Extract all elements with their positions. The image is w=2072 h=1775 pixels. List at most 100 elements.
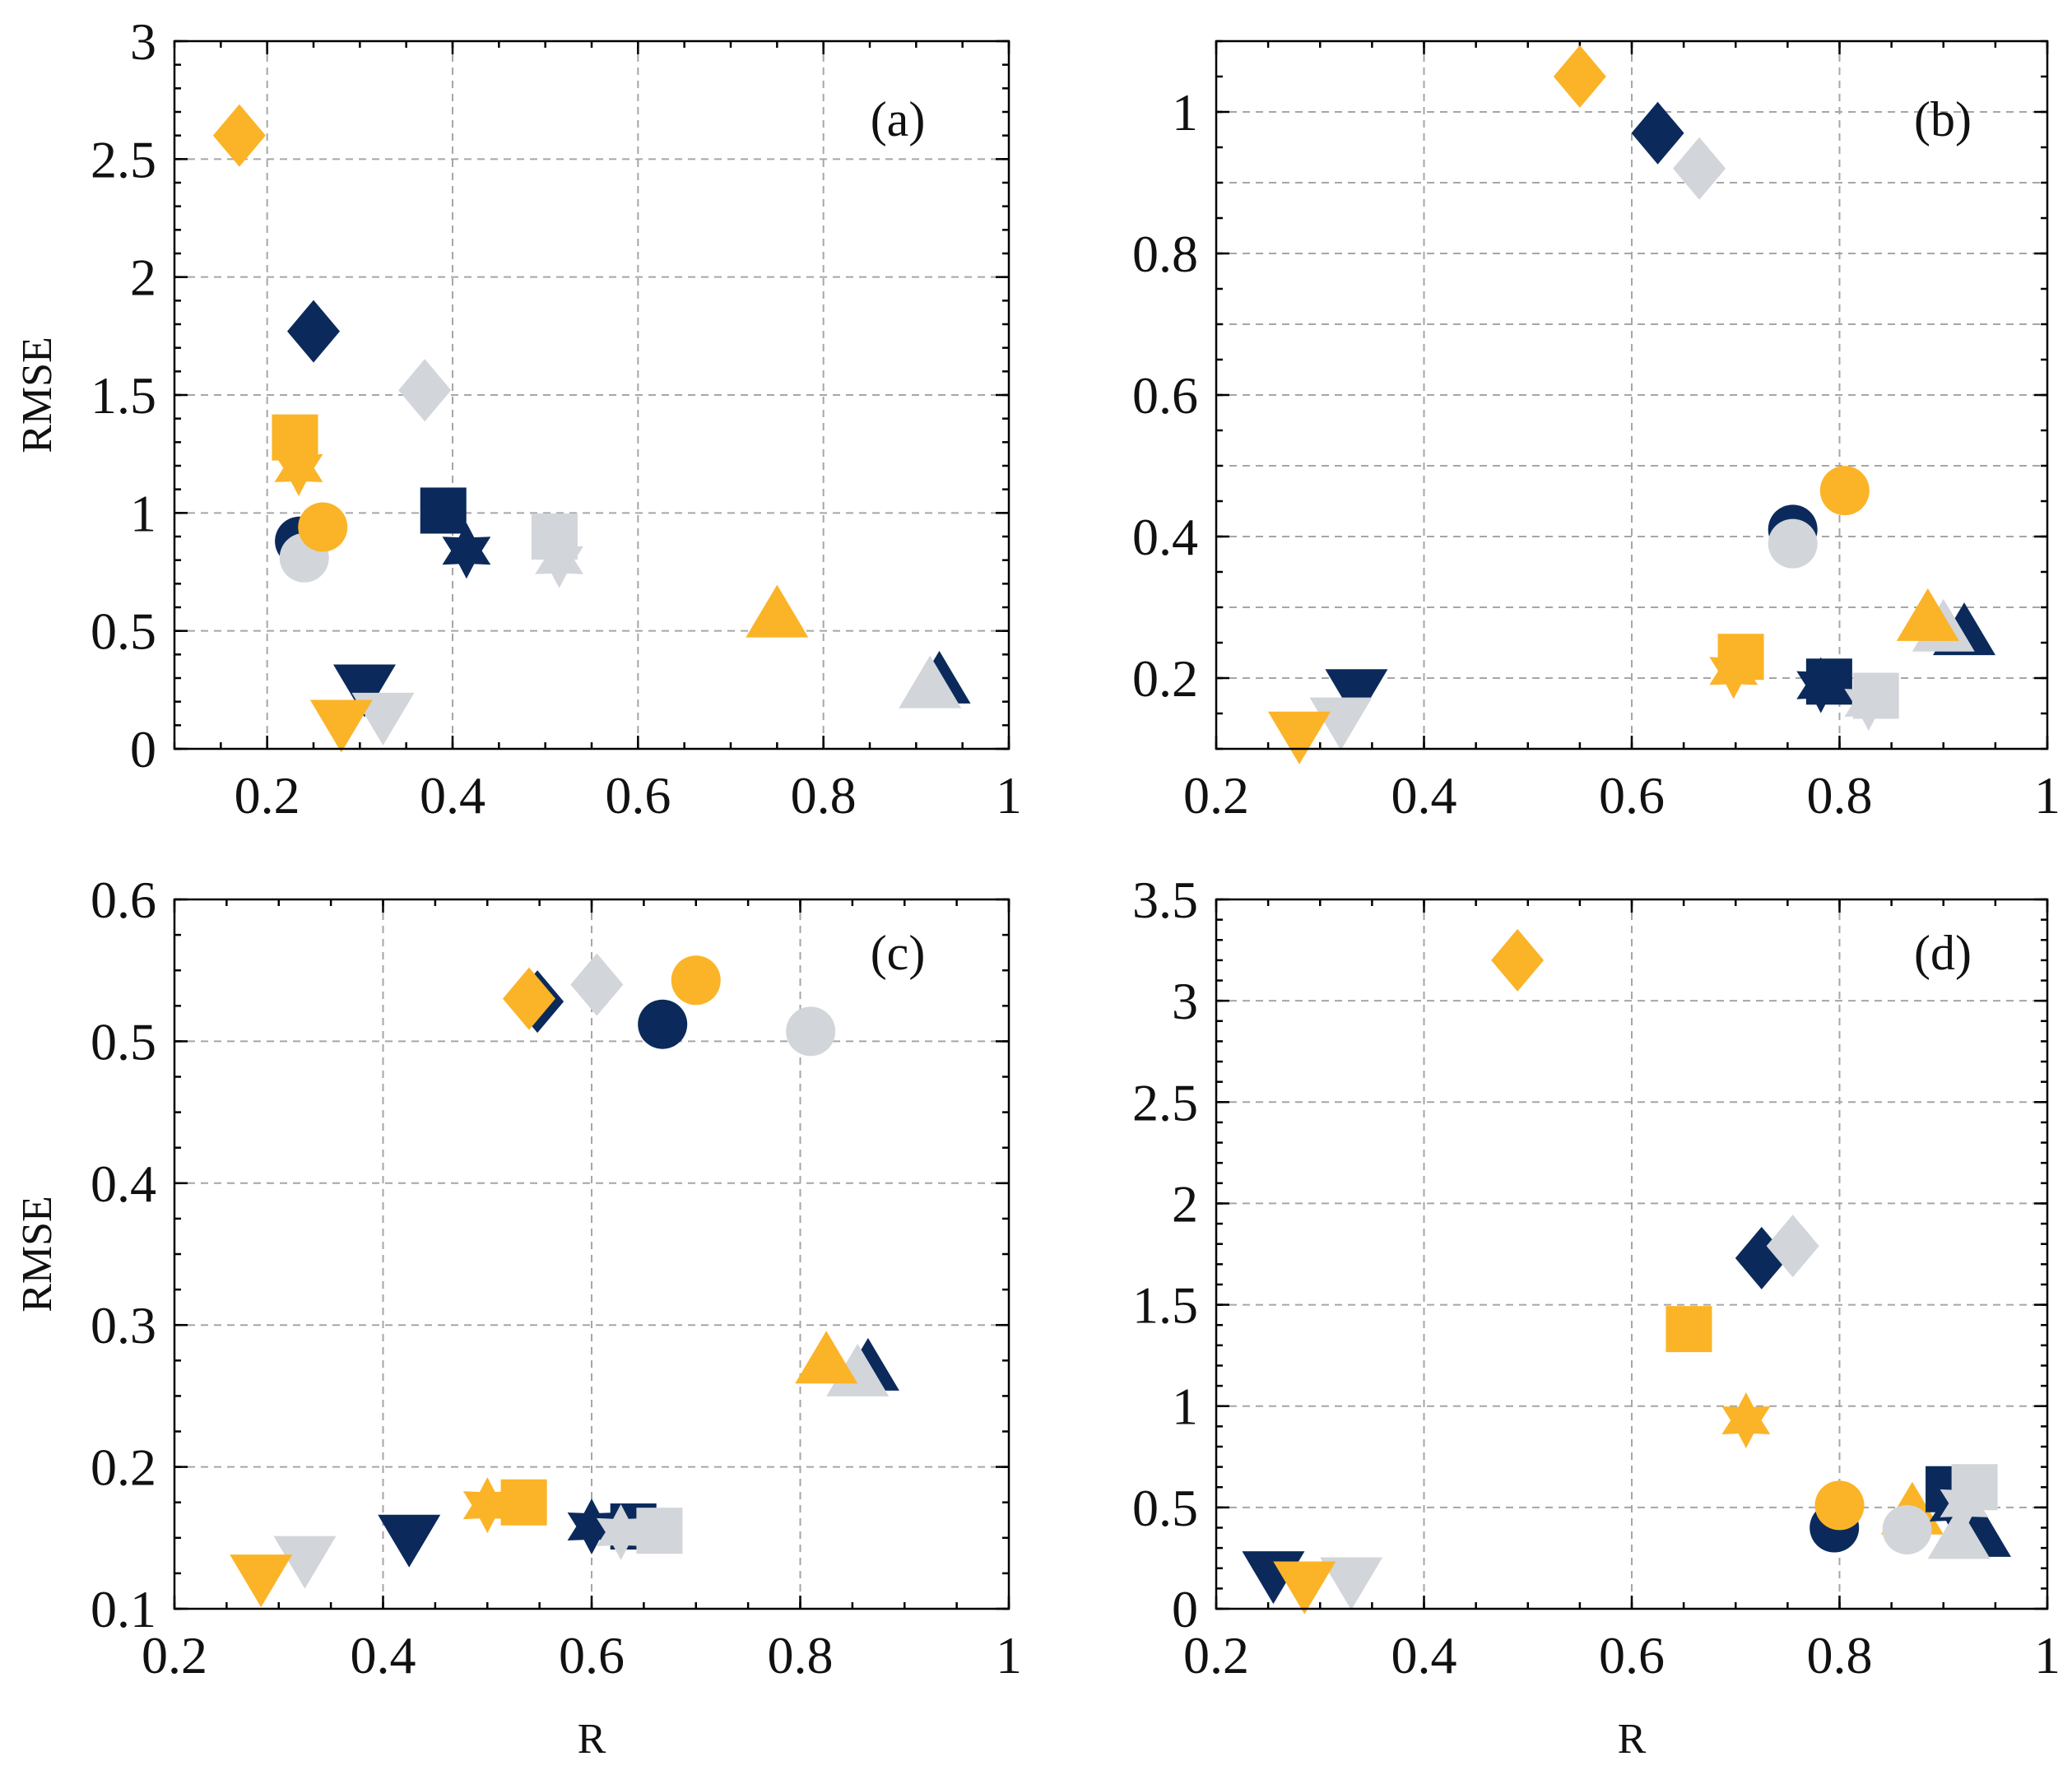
markers xyxy=(1242,928,2011,1615)
x-tick-label: 1 xyxy=(2034,1626,2060,1684)
point-star-navy xyxy=(442,523,491,579)
point-square-gray xyxy=(636,1508,683,1554)
y-axis-title: RMSE xyxy=(14,1196,61,1313)
y-tick-label: 3.5 xyxy=(1132,871,1198,929)
x-tick-label: 0.6 xyxy=(605,766,671,825)
x-tick-label: 0.4 xyxy=(420,766,485,825)
point-star-navy xyxy=(1796,657,1846,713)
grid xyxy=(174,899,1009,1609)
point-star-gold xyxy=(274,439,323,496)
point-circle-gray xyxy=(786,1006,836,1057)
x-tick-label: 0.8 xyxy=(1807,766,1873,825)
y-tick-label: 3 xyxy=(1172,972,1198,1030)
plot-frame xyxy=(173,898,1010,1610)
y-tick-label: 0.4 xyxy=(1132,508,1198,566)
x-tick-label: 1 xyxy=(996,766,1022,825)
point-star-navy xyxy=(567,1499,616,1554)
x-tick-label: 0.4 xyxy=(351,1626,416,1684)
y-tick-label: 1.5 xyxy=(91,366,156,425)
point-circle-gold xyxy=(1819,466,1870,516)
x-tick-label: 0.8 xyxy=(768,1626,834,1684)
point-circle-gold xyxy=(1814,1480,1865,1531)
point-square-gray xyxy=(1951,1464,1998,1511)
x-tick-label: 1 xyxy=(996,1626,1022,1684)
panel-a: 0.2 0.4 0.6 0.8 1 0 0.5 1 1.5 2 2.5 3 RMSE (a) xyxy=(14,12,1022,825)
x-tick-label: 0.2 xyxy=(235,766,300,825)
point-triangle-down-gold xyxy=(1273,1561,1336,1615)
y-tick-label: 1 xyxy=(1172,1378,1198,1436)
point-triangle-down-gold xyxy=(309,699,373,753)
point-circle-navy xyxy=(638,999,688,1049)
point-diamond-gray xyxy=(1766,1215,1819,1278)
panel-label: (b) xyxy=(1914,92,1972,146)
point-star-gold xyxy=(462,1477,512,1534)
y-tick-label: 0.2 xyxy=(91,1438,156,1497)
markers xyxy=(230,953,899,1608)
point-star-gray xyxy=(1844,675,1893,732)
point-triangle-down-gray xyxy=(1320,1557,1383,1610)
point-triangle-up-gray xyxy=(899,655,962,709)
y-tick-label: 0.3 xyxy=(91,1296,156,1354)
y-tick-label: 1 xyxy=(1172,83,1198,142)
panel-label: (d) xyxy=(1914,926,1972,980)
y-tick-label: 3 xyxy=(130,12,156,71)
grid xyxy=(1216,899,2047,1609)
y-tick-label: 0.4 xyxy=(91,1155,156,1213)
point-square-gold xyxy=(1665,1306,1712,1353)
y-tick-label: 0 xyxy=(1172,1580,1198,1638)
point-diamond-gold xyxy=(212,104,266,167)
point-triangle-up-gray xyxy=(1927,1506,1991,1559)
y-tick-label: 2 xyxy=(130,249,156,307)
markers xyxy=(212,104,971,753)
point-diamond-gold xyxy=(502,967,555,1030)
y-axis-title: RMSE xyxy=(14,337,61,453)
point-diamond-gold xyxy=(1491,928,1545,992)
point-star-gold xyxy=(1709,643,1758,699)
ticks xyxy=(173,898,1010,1610)
point-diamond-gold xyxy=(1553,45,1606,108)
point-diamond-navy xyxy=(1631,101,1684,165)
x-tick-label: 1 xyxy=(2034,766,2060,825)
point-star-gray xyxy=(597,1503,645,1560)
plot-frame xyxy=(1215,898,2049,1610)
y-tick-label: 0.1 xyxy=(91,1580,156,1638)
plot-frame xyxy=(1215,39,2049,750)
x-tick-label: 0.6 xyxy=(1599,1626,1665,1684)
plot-frame xyxy=(173,39,1010,750)
point-diamond-gray xyxy=(1673,137,1726,200)
x-axis-title: R xyxy=(1618,1716,1647,1763)
y-tick-label: 0.2 xyxy=(1132,649,1198,708)
markers xyxy=(1268,45,1995,764)
point-circle-gray xyxy=(1768,518,1818,569)
y-tick-label: 1.5 xyxy=(1132,1276,1198,1335)
point-circle-gold xyxy=(671,955,721,1006)
point-circle-gray xyxy=(1882,1504,1932,1554)
point-triangle-down-gray xyxy=(273,1536,337,1589)
point-diamond-gray xyxy=(398,359,452,422)
point-triangle-down-navy xyxy=(1325,669,1388,723)
point-square-navy xyxy=(420,487,467,534)
point-triangle-down-navy xyxy=(332,664,396,718)
point-triangle-down-gray xyxy=(1309,697,1373,750)
y-tick-label: 1 xyxy=(130,484,156,542)
x-tick-label: 0.6 xyxy=(1599,766,1665,825)
x-tick-label: 0.4 xyxy=(1391,766,1457,825)
point-circle-gold xyxy=(298,502,348,552)
y-tick-label: 0.6 xyxy=(1132,366,1198,425)
y-tick-label: 0.5 xyxy=(91,1012,156,1071)
point-star-gold xyxy=(1721,1392,1771,1448)
panel-label: (a) xyxy=(871,92,926,146)
point-triangle-down-navy xyxy=(378,1514,441,1568)
x-tick-label: 0.6 xyxy=(559,1626,625,1684)
y-tick-label: 0 xyxy=(130,720,156,778)
grid xyxy=(174,41,1009,749)
x-tick-label: 0.4 xyxy=(1391,1626,1457,1684)
y-tick-label: 0.5 xyxy=(1132,1479,1198,1537)
point-diamond-navy xyxy=(287,300,340,363)
y-tick-label: 2.5 xyxy=(1132,1073,1198,1131)
y-tick-label: 0.6 xyxy=(91,871,156,929)
y-tick-label: 0.5 xyxy=(91,602,156,661)
point-triangle-down-gold xyxy=(1268,711,1331,764)
